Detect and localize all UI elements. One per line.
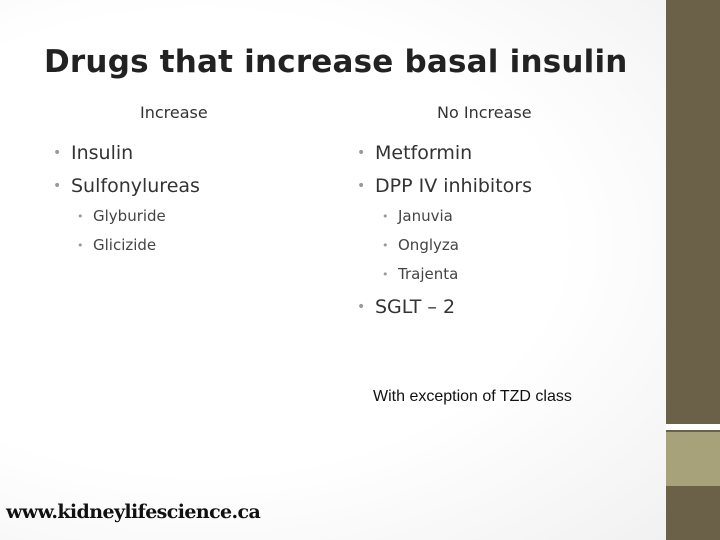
column-header-increase: Increase (140, 103, 208, 122)
list-item: • Trajenta (382, 260, 459, 289)
list-item-label: Trajenta (398, 265, 459, 283)
bullet-icon: • (357, 145, 366, 161)
bullet-icon: • (77, 239, 84, 252)
list-item-label: Metformin (375, 142, 473, 164)
list-item: • DPP IV inhibitors (357, 170, 532, 203)
list-item: • Metformin (357, 137, 532, 170)
bullet-icon: • (382, 239, 389, 252)
list-item: • Glyburide (77, 202, 166, 231)
list-item: • SGLT – 2 (357, 291, 455, 324)
list-item-label: Januvia (398, 207, 453, 225)
list-item-label: Insulin (71, 142, 134, 164)
slide-sidebar-decoration (666, 0, 720, 540)
bullet-icon: • (357, 299, 366, 315)
list-item-label: Glyburide (93, 207, 166, 225)
dpp-iv-sublist: • Januvia • Onglyza • Trajenta (382, 202, 459, 289)
slide-background (0, 0, 666, 540)
bullet-icon: • (382, 268, 389, 281)
exception-note: With exception of TZD class (373, 388, 572, 405)
website-watermark: www.kidneylifescience.ca (6, 501, 261, 523)
sulfonylureas-sublist: • Glyburide • Glicizide (77, 202, 166, 260)
column-header-no-increase: No Increase (437, 103, 532, 122)
increase-list: • Insulin • Sulfonylureas (53, 137, 200, 203)
sidebar-accent-block (666, 432, 720, 486)
bullet-icon: • (53, 145, 62, 161)
bullet-icon: • (357, 178, 366, 194)
list-item: • Insulin (53, 137, 200, 170)
slide-title: Drugs that increase basal insulin (44, 44, 628, 80)
no-increase-list-continued: • SGLT – 2 (357, 291, 455, 324)
list-item: • Onglyza (382, 231, 459, 260)
no-increase-list: • Metformin • DPP IV inhibitors (357, 137, 532, 203)
sidebar-thin-stripe (666, 424, 720, 430)
bullet-icon: • (77, 210, 84, 223)
list-item: • Januvia (382, 202, 459, 231)
list-item-label: Onglyza (398, 236, 459, 254)
list-item: • Glicizide (77, 231, 166, 260)
bullet-icon: • (53, 178, 62, 194)
list-item: • Sulfonylureas (53, 170, 200, 203)
list-item-label: DPP IV inhibitors (375, 175, 532, 197)
list-item-label: Glicizide (93, 236, 157, 254)
list-item-label: SGLT – 2 (375, 296, 456, 318)
list-item-label: Sulfonylureas (71, 175, 200, 197)
bullet-icon: • (382, 210, 389, 223)
